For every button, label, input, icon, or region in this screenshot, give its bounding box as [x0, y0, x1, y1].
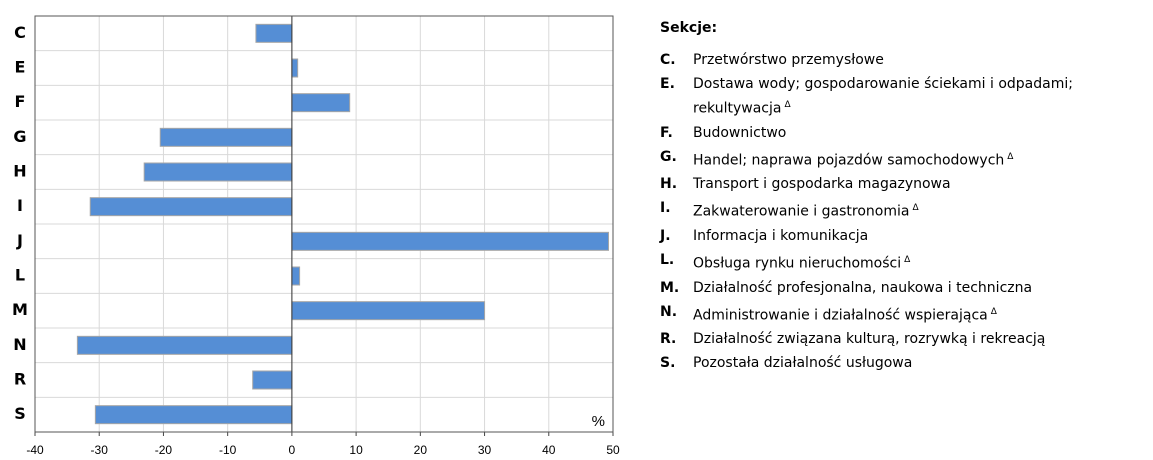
x-tick-label: 20 — [414, 443, 428, 457]
legend-text-wrap: Przetwórstwo przemysłowe — [693, 50, 1130, 71]
bar — [291, 58, 299, 78]
y-tick-label: J — [16, 231, 23, 250]
legend-text: Dostawa wody; gospodarowanie ściekami i … — [693, 76, 1073, 117]
legend-code: R. — [660, 331, 677, 348]
legend-text-wrap: Obsługa rynku nieruchomości Δ — [693, 250, 1130, 275]
legend-item: H. Transport i gospodarka magazynowa — [660, 174, 1130, 195]
legend-code: S. — [660, 355, 676, 372]
legend-item: E. Dostawa wody; gospodarowanie ściekami … — [660, 74, 1130, 120]
legend-item: C. Przetwórstwo przemysłowe — [660, 50, 1130, 71]
legend-code: G. — [660, 148, 677, 165]
bar — [255, 23, 293, 43]
x-tick-label: -30 — [91, 443, 109, 457]
legend-text-wrap: Handel; naprawa pojazdów samochodowych Δ — [693, 147, 1130, 172]
bar — [94, 405, 293, 425]
y-tick-label: G — [13, 127, 26, 146]
legend: Sekcje: C. Przetwórstwo przemysłowe E. Dost… — [660, 20, 1130, 377]
bar — [291, 301, 486, 321]
bar — [159, 127, 293, 147]
legend-text: Działalność profesjonalna, naukowa i tec… — [693, 279, 1033, 296]
legend-text-wrap: Informacja i komunikacja — [693, 226, 1130, 247]
legend-code: N. — [660, 303, 678, 320]
legend-item: L. Obsługa rynku nieruchomości Δ — [660, 250, 1130, 275]
bar — [291, 231, 610, 251]
legend-code: M. — [660, 279, 680, 296]
unit-label: % — [592, 413, 605, 430]
x-tick-label: 10 — [349, 443, 363, 457]
legend-note: Δ — [990, 306, 997, 317]
legend-item: G. Handel; naprawa pojazdów samochodowych… — [660, 147, 1130, 172]
legend-text: Obsługa rynku nieruchomości — [693, 255, 902, 272]
x-tick-label: 0 — [289, 443, 296, 457]
legend-text: Budownictwo — [693, 124, 787, 141]
legend-text: Transport i gospodarka magazynowa — [693, 176, 951, 193]
x-tick-label: 30 — [478, 443, 492, 457]
bar — [143, 162, 293, 182]
legend-code: F. — [660, 124, 673, 141]
legend-note: Δ — [1007, 151, 1014, 162]
y-tick-label: L — [15, 266, 25, 285]
bar — [252, 370, 293, 390]
legend-text-wrap: Budownictwo — [693, 123, 1130, 144]
legend-text: Handel; naprawa pojazdów samochodowych — [693, 152, 1005, 169]
legend-item: R. Działalność związana kulturą, rozrywką… — [660, 329, 1130, 350]
legend-text-wrap: Transport i gospodarka magazynowa — [693, 174, 1130, 195]
legend-code: I. — [660, 200, 671, 217]
x-tick-label: 50 — [606, 443, 620, 457]
legend-item: N. Administrowanie i działalność wspieraj… — [660, 302, 1130, 327]
legend-item: M. Działalność profesjonalna, naukowa i t… — [660, 278, 1130, 299]
legend-text: Administrowanie i działalność wspierając… — [693, 307, 988, 324]
y-tick-label: N — [13, 335, 26, 354]
x-tick-label: 40 — [542, 443, 556, 457]
legend-code: J. — [660, 227, 671, 244]
bar — [89, 197, 293, 217]
bar — [291, 93, 351, 113]
legend-text-wrap: Pozostała działalność usługowa — [693, 353, 1130, 374]
legend-text-wrap: Działalność profesjonalna, naukowa i tec… — [693, 278, 1130, 299]
y-tick-label: S — [14, 404, 26, 423]
legend-note: Δ — [784, 100, 791, 110]
legend-item: I. Zakwaterowanie i gastronomia Δ — [660, 198, 1130, 223]
legend-text: Informacja i komunikacja — [693, 227, 869, 244]
bar — [76, 335, 293, 355]
legend-text-wrap: Zakwaterowanie i gastronomia Δ — [693, 198, 1130, 223]
legend-note: Δ — [904, 254, 911, 265]
y-tick-label: F — [15, 92, 26, 111]
plot-frame — [34, 15, 614, 433]
y-tick-label: I — [17, 196, 23, 215]
y-tick-label: E — [15, 58, 26, 77]
legend-code: H. — [660, 176, 678, 193]
y-tick-label: H — [13, 162, 26, 181]
legend-code: E. — [660, 76, 675, 92]
legend-note: Δ — [912, 203, 919, 214]
legend-text-wrap: Działalność związana kulturą, rozrywką i… — [693, 329, 1130, 350]
legend-item: J. Informacja i komunikacja — [660, 226, 1130, 247]
y-tick-label: C — [14, 23, 26, 42]
legend-text-wrap: Dostawa wody; gospodarowanie ściekami i … — [693, 74, 1130, 120]
x-tick-label: -20 — [155, 443, 173, 457]
legend-item: F. Budownictwo — [660, 123, 1130, 144]
legend-code: L. — [660, 251, 675, 268]
legend-item: S. Pozostała działalność usługowa — [660, 353, 1130, 374]
y-tick-label: M — [12, 300, 28, 319]
x-tick-label: -10 — [219, 443, 237, 457]
legend-text: Pozostała działalność usługowa — [693, 355, 913, 372]
legend-text: Działalność związana kulturą, rozrywką i… — [693, 331, 1046, 348]
y-tick-label: R — [14, 370, 26, 389]
x-tick-label: -40 — [26, 443, 44, 457]
legend-text-wrap: Administrowanie i działalność wspierając… — [693, 302, 1130, 327]
legend-code: C. — [660, 52, 676, 68]
legend-title: Sekcje: — [660, 20, 718, 36]
bar — [291, 266, 301, 286]
legend-text: Przetwórstwo przemysłowe — [693, 52, 884, 68]
legend-text: Zakwaterowanie i gastronomia — [693, 203, 910, 220]
